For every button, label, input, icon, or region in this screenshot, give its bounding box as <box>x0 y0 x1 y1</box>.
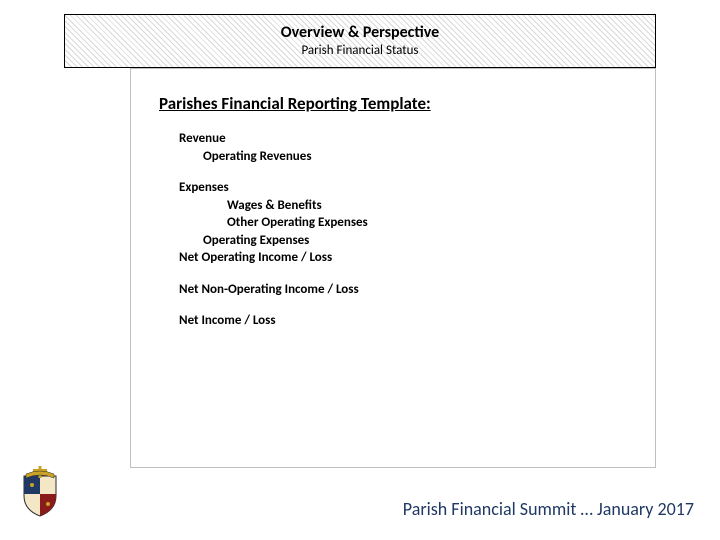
header-band: Overview & Perspective Parish Financial … <box>64 14 656 68</box>
line-net-op-income: Net Operating Income / Loss <box>159 249 627 267</box>
crest-icon <box>20 466 60 518</box>
line-expenses: Expenses <box>159 179 627 197</box>
section-title: Parishes Financial Reporting Template: <box>159 93 627 114</box>
line-wages-benefits: Wages & Benefits <box>159 197 627 215</box>
footer-text: Parish Financial Summit … January 2017 <box>403 498 694 520</box>
line-operating-revenues: Operating Revenues <box>159 148 627 166</box>
line-revenue: Revenue <box>159 130 627 148</box>
slide-title: Overview & Perspective <box>281 23 439 42</box>
line-net-nonop-income: Net Non-Operating Income / Loss <box>159 281 627 299</box>
line-other-opex: Other Operating Expenses <box>159 214 627 232</box>
line-opex: Operating Expenses <box>159 232 627 250</box>
slide-subtitle: Parish Financial Status <box>301 43 418 59</box>
line-net-income: Net Income / Loss <box>159 312 627 330</box>
content-frame: Parishes Financial Reporting Template: R… <box>130 68 656 468</box>
